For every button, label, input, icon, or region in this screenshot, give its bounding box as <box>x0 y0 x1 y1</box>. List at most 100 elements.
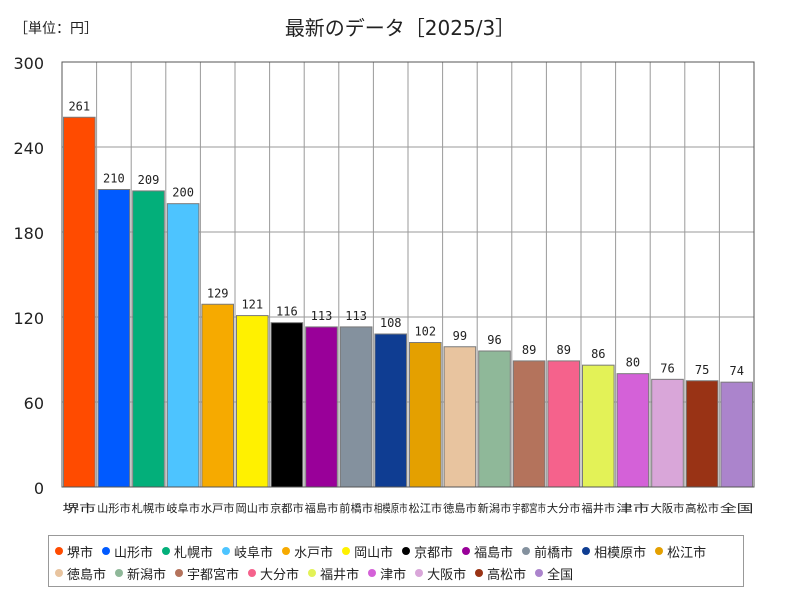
legend-item: 岡山市 <box>342 540 393 562</box>
legend-label: 水戸市 <box>294 545 334 561</box>
bar <box>132 190 165 488</box>
legend-item: 福島市 <box>462 540 513 562</box>
legend-item: 宇都宮市 <box>175 562 239 584</box>
legend-label: 岐阜市 <box>234 545 274 561</box>
legend-label: 京都市 <box>414 545 454 561</box>
category-label: 前橋市 <box>339 501 373 515</box>
y-tick-label: 120 <box>13 309 44 328</box>
bar-chart: 0 60 120 180 240 300 261 堺市 210 山形市 209 札幌市 200 岐阜市 12… <box>13 54 755 515</box>
legend-marker <box>55 547 63 555</box>
category-label: 高松市 <box>685 501 719 515</box>
category-label: 福井市 <box>582 501 616 515</box>
legend-marker <box>475 569 484 577</box>
legend-label: 相模原市 <box>594 545 647 561</box>
legend-label: 大分市 <box>260 567 300 583</box>
category-label: 宇都宮市 <box>512 501 546 515</box>
chart-legend: 堺市 山形市 札幌市 岐阜市 水戸市 岡山市 京都市 福島市 前橋市 相模原市 松江市 徳島市 新潟市 宇… <box>48 535 744 587</box>
legend-item: 相模原市 <box>582 540 646 562</box>
legend-item: 前橋市 <box>522 540 573 562</box>
legend-label: 福島市 <box>474 545 514 561</box>
legend-item: 全国 <box>535 562 573 584</box>
legend-marker <box>308 569 317 577</box>
category-label: 京都市 <box>270 501 304 515</box>
unit-label: ［単位：円］ <box>14 21 98 37</box>
legend-label: 徳島市 <box>67 567 107 583</box>
legend-item: 岐阜市 <box>222 540 273 562</box>
bar <box>305 326 338 488</box>
legend-label: 宇都宮市 <box>187 567 240 583</box>
bar <box>547 360 581 488</box>
bar-value-label: 86 <box>591 347 605 361</box>
legend-marker <box>522 547 531 555</box>
legend-item: 福井市 <box>308 562 359 584</box>
legend-marker <box>582 547 591 555</box>
legend-item: 大阪市 <box>415 562 466 584</box>
category-label: 山形市 <box>97 501 131 515</box>
y-tick-label: 0 <box>34 479 44 498</box>
bar <box>720 381 754 488</box>
bar-value-label: 210 <box>103 172 125 186</box>
category-label: 岐阜市 <box>166 501 200 515</box>
bar <box>236 315 269 488</box>
legend-marker <box>282 547 291 555</box>
bar <box>443 346 477 488</box>
legend-item: 堺市 <box>55 540 93 562</box>
category-label: 新潟市 <box>478 501 512 515</box>
category-label: 福島市 <box>305 501 339 515</box>
legend-label: 津市 <box>380 567 407 583</box>
bar-value-label: 75 <box>695 363 709 377</box>
legend-label: 松江市 <box>667 545 707 561</box>
bar-value-label: 80 <box>626 356 640 370</box>
bar-value-label: 116 <box>276 305 298 319</box>
bar-value-label: 261 <box>68 99 90 113</box>
legend-marker <box>115 569 124 577</box>
legend-marker <box>462 547 471 555</box>
category-label: 水戸市 <box>201 501 235 515</box>
legend-item: 高松市 <box>475 562 526 584</box>
legend-item: 大分市 <box>248 562 299 584</box>
bar <box>409 342 442 488</box>
legend-marker <box>55 569 63 577</box>
category-label: 大分市 <box>547 501 581 515</box>
legend-item: 津市 <box>368 562 406 584</box>
legend-marker <box>102 547 111 555</box>
bar <box>651 378 684 488</box>
legend-label: 前橋市 <box>534 545 574 561</box>
category-label: 全国 <box>720 501 754 515</box>
legend-item: 札幌市 <box>162 540 213 562</box>
legend-item: 京都市 <box>402 540 453 562</box>
bar-value-label: 74 <box>729 364 743 378</box>
legend-marker <box>368 569 377 577</box>
legend-label: 高松市 <box>487 567 527 583</box>
legend-marker <box>415 569 424 577</box>
legend-item: 松江市 <box>655 540 706 562</box>
legend-label: 堺市 <box>67 545 94 561</box>
category-label: 岡山市 <box>236 501 270 515</box>
category-label: 松江市 <box>409 501 443 515</box>
legend-label: 福井市 <box>320 567 360 583</box>
legend-marker <box>248 569 257 577</box>
legend-item: 徳島市 <box>55 562 106 584</box>
bar-value-label: 76 <box>660 361 674 375</box>
bar <box>512 360 546 488</box>
bar <box>685 380 719 488</box>
category-label: 相模原市 <box>374 501 408 515</box>
bar-value-label: 96 <box>487 333 501 347</box>
plot-frame <box>61 61 755 488</box>
bar-value-label: 209 <box>138 173 160 187</box>
category-label: 札幌市 <box>132 501 166 515</box>
bar-value-label: 108 <box>380 316 402 330</box>
legend-marker <box>175 569 184 577</box>
legend-label: 新潟市 <box>127 567 167 583</box>
bar <box>339 326 373 488</box>
bar-value-label: 102 <box>414 325 436 339</box>
category-label: 大阪市 <box>651 501 685 515</box>
bar-value-label: 121 <box>241 298 263 312</box>
bar-value-label: 200 <box>172 186 194 200</box>
legend-marker <box>342 547 351 555</box>
legend-label: 全国 <box>547 567 574 583</box>
bar-value-label: 89 <box>556 343 570 357</box>
y-tick-label: 300 <box>13 54 44 73</box>
bar <box>270 322 304 488</box>
category-label: 徳島市 <box>443 501 477 515</box>
